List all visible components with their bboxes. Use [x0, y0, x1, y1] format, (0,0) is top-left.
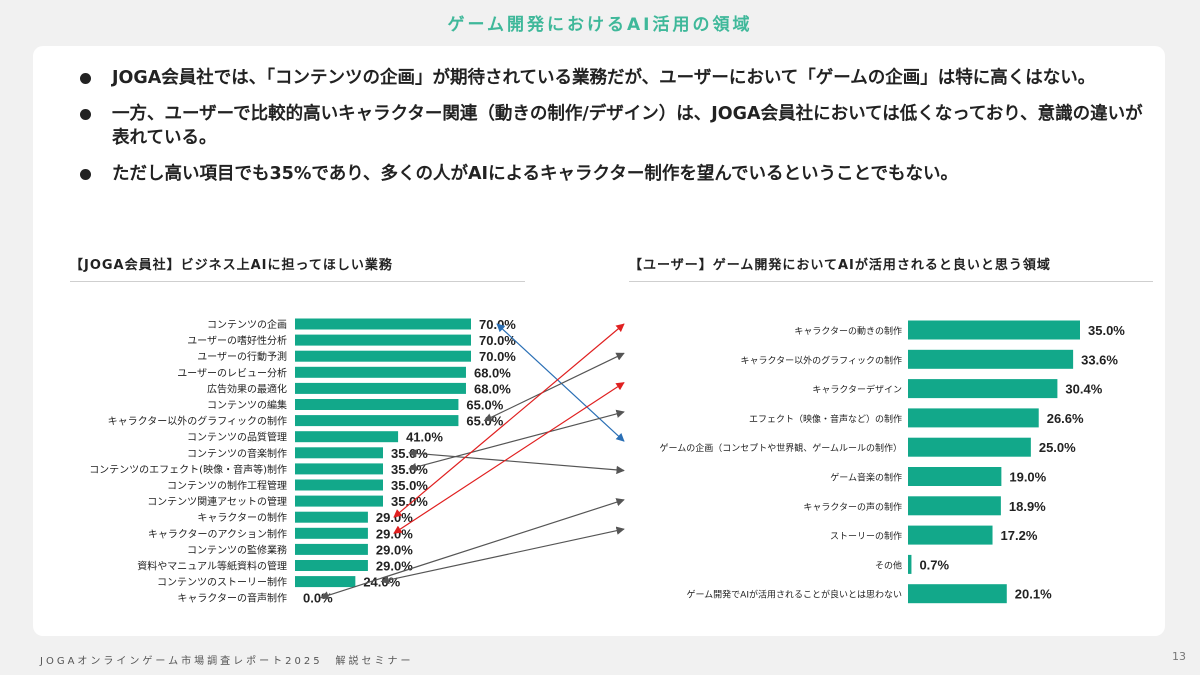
bullet-list: JOGA会員社では、「コンテンツの企画」が期待されている業務だが、ユーザーにおい… — [78, 66, 1148, 198]
left-value-label: 70.0% — [479, 333, 516, 348]
right-value-label: 0.7% — [919, 557, 949, 572]
left-category-label: コンテンツのエフェクト(映像・音声等)制作 — [89, 463, 287, 476]
left-value-label: 35.0% — [391, 478, 428, 493]
left-category-label: コンテンツの企画 — [207, 318, 287, 331]
left-bar — [295, 382, 466, 394]
left-value-label: 29.0% — [376, 559, 413, 574]
right-category-label: キャラクターの動きの制作 — [794, 325, 902, 337]
left-value-label: 35.0% — [391, 462, 428, 477]
right-category-label: キャラクターデザイン — [812, 384, 902, 396]
right-bar — [908, 496, 1001, 516]
right-bar — [908, 467, 1002, 486]
left-bar — [295, 318, 471, 330]
bullet-dot-icon — [80, 73, 91, 84]
left-category-label: ユーザーの行動予測 — [197, 350, 287, 363]
left-bar — [295, 527, 368, 539]
left-category-label: ユーザーのレビュー分析 — [177, 366, 287, 379]
right-value-label: 18.9% — [1009, 499, 1046, 514]
right-value-label: 33.6% — [1081, 352, 1118, 367]
left-category-label: ユーザーの嗜好性分析 — [187, 334, 287, 347]
left-bar — [295, 479, 383, 491]
right-value-label: 19.0% — [1009, 470, 1046, 485]
page-number: 13 — [1172, 650, 1186, 663]
left-value-label: 35.0% — [391, 494, 428, 509]
left-bar — [295, 576, 356, 588]
right-bar — [908, 437, 1031, 457]
left-category-label: コンテンツのストーリー制作 — [157, 576, 287, 589]
left-bar — [295, 350, 471, 362]
left-category-label: コンテンツの制作工程管理 — [167, 479, 287, 492]
right-bar — [908, 408, 1039, 428]
left-bar — [295, 511, 368, 523]
left-bar — [295, 543, 368, 555]
left-category-label: 広告効果の最適化 — [207, 382, 287, 395]
left-category-label: コンテンツの編集 — [207, 399, 287, 412]
left-category-label: コンテンツの音楽制作 — [187, 447, 287, 460]
left-category-label: 資料やマニュアル等紙資料の管理 — [137, 560, 287, 573]
right-value-label: 20.1% — [1015, 587, 1052, 602]
bullet-dot-icon — [80, 109, 91, 120]
right-category-label: ゲームの企画（コンセプトや世界観、ゲームルールの制作） — [660, 442, 902, 454]
bullet-dot-icon — [80, 169, 91, 180]
left-bar — [295, 399, 459, 410]
right-bar — [908, 349, 1074, 369]
left-bar — [295, 431, 399, 443]
right-category-label: その他 — [875, 559, 902, 571]
bullet-item: ただし高い項目でも35%であり、多くの人がAIによるキャラクター制作を望んでいる… — [78, 162, 1148, 186]
right-category-label: ストーリーの制作 — [830, 530, 902, 542]
right-category-label: キャラクターの声の制作 — [803, 501, 902, 513]
bullet-item: JOGA会員社では、「コンテンツの企画」が期待されている業務だが、ユーザーにおい… — [78, 66, 1148, 90]
right-value-label: 25.0% — [1039, 440, 1076, 455]
right-value-label: 35.0% — [1088, 323, 1125, 338]
left-category-label: キャラクター以外のグラフィックの制作 — [108, 415, 287, 428]
left-bar — [295, 415, 459, 427]
right-value-label: 26.6% — [1047, 411, 1084, 426]
left-bar — [295, 447, 383, 459]
bullet-text: 一方、ユーザーで比較的高いキャラクター関連（動きの制作/デザイン）は、JOGA会… — [112, 104, 1143, 148]
connector-arrow — [320, 498, 625, 600]
left-bar — [295, 366, 466, 378]
bullet-text: ただし高い項目でも35%であり、多くの人がAIによるキャラクター制作を望んでいる… — [112, 164, 958, 184]
left-value-label: 41.0% — [406, 430, 443, 445]
left-value-label: 68.0% — [474, 365, 511, 380]
right-category-label: ゲーム音楽の制作 — [830, 472, 902, 484]
left-bar — [295, 495, 383, 507]
left-value-label: 29.0% — [376, 542, 413, 557]
right-category-label: ゲーム開発でAIが活用されることが良いとは思わない — [686, 589, 902, 601]
right-category-label: キャラクター以外のグラフィックの制作 — [741, 354, 902, 366]
right-value-label: 30.4% — [1065, 382, 1102, 397]
left-category-label: コンテンツ関連アセットの管理 — [147, 495, 287, 508]
left-bar — [295, 463, 383, 475]
right-chart-title: 【ユーザー】ゲーム開発においてAIが活用されると良いと思う領域 — [629, 254, 1153, 282]
right-bar — [908, 320, 1080, 340]
left-bar — [295, 560, 368, 571]
bullet-item: 一方、ユーザーで比較的高いキャラクター関連（動きの制作/デザイン）は、JOGA会… — [78, 102, 1148, 150]
left-value-label: 29.0% — [376, 510, 413, 525]
slide-title: ゲーム開発におけるAI活用の領域 — [447, 15, 753, 35]
left-category-label: コンテンツの品質管理 — [187, 431, 287, 444]
right-bar — [908, 525, 993, 545]
left-category-label: キャラクターのアクション制作 — [148, 527, 287, 540]
left-category-label: キャラクターの音声制作 — [177, 592, 287, 605]
footer-text: JOGAオンラインゲーム市場調査レポート2025 解説セミナー — [40, 656, 414, 667]
left-value-label: 70.0% — [479, 349, 516, 364]
left-value-label: 29.0% — [376, 526, 413, 541]
right-bar — [908, 554, 912, 574]
left-value-label: 65.0% — [466, 414, 503, 429]
left-bar — [295, 334, 471, 346]
bullet-text: JOGA会員社では、「コンテンツの企画」が期待されている業務だが、ユーザーにおい… — [112, 68, 1096, 88]
left-category-label: コンテンツの監修業務 — [187, 543, 287, 556]
right-bar — [908, 584, 1007, 604]
left-value-label: 0.0% — [303, 591, 333, 606]
right-bar — [908, 379, 1058, 399]
connector-arrow — [408, 449, 625, 475]
left-category-label: キャラクターの制作 — [197, 511, 287, 524]
left-value-label: 65.0% — [466, 398, 503, 413]
right-value-label: 17.2% — [1001, 528, 1038, 543]
left-value-label: 68.0% — [474, 381, 511, 396]
right-category-label: エフェクト（映像・音声など）の制作 — [749, 413, 902, 425]
connector-arrow — [380, 526, 625, 585]
left-chart-title: 【JOGA会員社】ビジネス上AIに担ってほしい業務 — [70, 254, 525, 282]
